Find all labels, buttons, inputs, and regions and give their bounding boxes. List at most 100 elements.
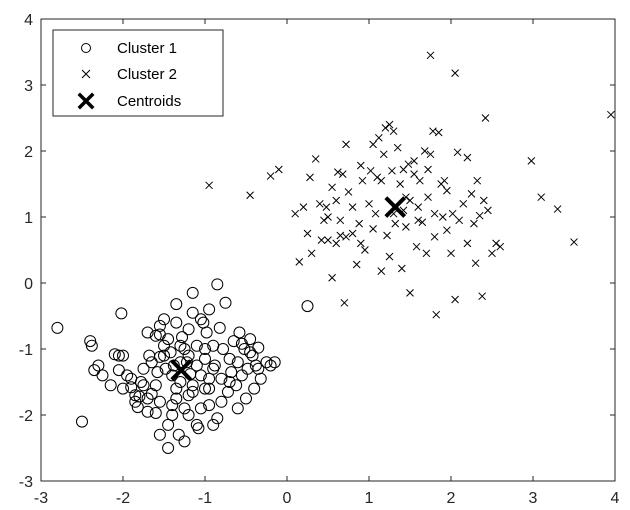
series-0-point-113 bbox=[190, 418, 203, 431]
series-0-point-59 bbox=[223, 352, 236, 365]
series-0-point-103 bbox=[129, 389, 142, 402]
series-0-point-45 bbox=[194, 369, 207, 382]
series-1-point-51 bbox=[406, 289, 414, 297]
series-1-point-58 bbox=[422, 249, 431, 258]
series-1-point-73 bbox=[451, 69, 459, 77]
series-1-point-98 bbox=[307, 249, 316, 258]
x-tick-label-0: -3 bbox=[34, 490, 48, 507]
series-1-point-23 bbox=[344, 188, 353, 196]
series-0-point-116 bbox=[153, 395, 166, 408]
series-0-point-125 bbox=[158, 339, 170, 352]
series-0-point-83 bbox=[153, 428, 166, 441]
series-1-point-91 bbox=[553, 205, 562, 213]
series-1-point-101 bbox=[443, 186, 451, 195]
x-tick-label-7: 4 bbox=[611, 490, 620, 507]
series-1-point-41 bbox=[388, 166, 396, 175]
series-1-point-9 bbox=[311, 155, 320, 163]
series-1-point-2 bbox=[266, 172, 275, 180]
series-1-point-86 bbox=[488, 249, 496, 258]
series-0-point-35 bbox=[174, 376, 187, 388]
series-0-point-106 bbox=[182, 409, 195, 421]
series-1-point-1 bbox=[246, 191, 254, 200]
series-1-point-75 bbox=[455, 216, 464, 225]
series-0-point-97 bbox=[199, 343, 211, 355]
series-0-point-117 bbox=[141, 326, 154, 339]
series-1-point-102 bbox=[463, 153, 472, 162]
series-1-point-22 bbox=[342, 140, 350, 149]
series-1-point-110 bbox=[342, 232, 350, 241]
series-1-point-112 bbox=[424, 165, 432, 174]
series-1-point-59 bbox=[424, 193, 432, 202]
series-1-point-45 bbox=[396, 180, 405, 188]
series-1-point-96 bbox=[369, 140, 377, 149]
series-0-point-64 bbox=[233, 326, 246, 339]
series-1-point-25 bbox=[352, 260, 361, 269]
series-0-point-41 bbox=[186, 286, 199, 299]
series-1-point-10 bbox=[315, 199, 324, 208]
series-1-point-74 bbox=[453, 148, 462, 157]
series-0-point-110 bbox=[223, 376, 236, 388]
series-0-point-32 bbox=[170, 298, 183, 311]
series-1-point-63 bbox=[430, 232, 439, 241]
series-0-point-1 bbox=[76, 415, 88, 428]
series-1-point-93 bbox=[607, 110, 615, 119]
series-0-point-118 bbox=[153, 319, 166, 332]
series-1-point-61 bbox=[426, 51, 435, 60]
series-0-point-107 bbox=[166, 399, 179, 412]
series-1-point-49 bbox=[404, 160, 413, 169]
series-0-point-76 bbox=[235, 337, 248, 350]
series-1-point-103 bbox=[389, 127, 398, 136]
series-0-point-108 bbox=[199, 382, 211, 395]
legend-centroid-marker bbox=[77, 92, 95, 110]
series-0-point-57 bbox=[219, 296, 232, 309]
series-0-point-96 bbox=[190, 359, 203, 372]
y-tick-label-0: -3 bbox=[19, 474, 33, 491]
series-0-point-48 bbox=[200, 326, 213, 339]
series-0-point-63 bbox=[231, 356, 244, 369]
series-1-point-12 bbox=[320, 216, 328, 225]
series-1-point-34 bbox=[374, 133, 383, 142]
series-0-point-49 bbox=[203, 399, 216, 412]
series-0-point-56 bbox=[217, 343, 230, 355]
series-1-point-113 bbox=[366, 166, 375, 175]
series-1-point-66 bbox=[434, 128, 443, 137]
series-0-point-122 bbox=[203, 303, 216, 316]
series-0-point-88 bbox=[125, 372, 138, 385]
series-1-point-30 bbox=[365, 199, 373, 208]
series-0-point-43 bbox=[190, 339, 203, 352]
series-0-point-50 bbox=[203, 382, 216, 395]
series-1-point-67 bbox=[438, 213, 447, 221]
series-0-point-91 bbox=[186, 385, 199, 398]
series-1-point-105 bbox=[414, 216, 423, 225]
series-1-point-65 bbox=[432, 310, 441, 319]
series-1-point-28 bbox=[358, 176, 367, 185]
series-0-point-26 bbox=[158, 313, 170, 326]
series-1-point-29 bbox=[361, 246, 369, 254]
series-1-point-82 bbox=[478, 292, 487, 301]
series-0-point-55 bbox=[215, 372, 228, 385]
series-0-point-120 bbox=[182, 323, 195, 336]
series-1-point-24 bbox=[348, 203, 357, 211]
series-2-point-0 bbox=[170, 359, 193, 381]
series-0-point-80 bbox=[264, 359, 277, 372]
series-1-point-57 bbox=[420, 147, 429, 155]
series-1-point-69 bbox=[443, 226, 451, 235]
series-0-point-3 bbox=[85, 339, 98, 352]
series-0-point-61 bbox=[227, 335, 240, 348]
x-tick-label-5: 2 bbox=[447, 490, 456, 507]
legend-circle-marker bbox=[81, 43, 91, 53]
series-1-point-97 bbox=[377, 176, 386, 185]
series-0-point-115 bbox=[162, 418, 175, 431]
series-0-point-0 bbox=[51, 321, 64, 334]
series-0-point-10 bbox=[115, 307, 128, 320]
y-tick-label-7: 4 bbox=[24, 12, 33, 29]
series-0-point-85 bbox=[145, 356, 158, 369]
series-1-point-64 bbox=[430, 209, 439, 218]
series-0-point-92 bbox=[194, 402, 207, 415]
legend-box bbox=[52, 29, 224, 117]
series-0-point-72 bbox=[249, 359, 262, 372]
series-1-point-31 bbox=[369, 225, 377, 233]
series-1-point-16 bbox=[328, 183, 336, 192]
series-0-point-62 bbox=[230, 379, 243, 392]
series-1-point-27 bbox=[356, 161, 365, 170]
